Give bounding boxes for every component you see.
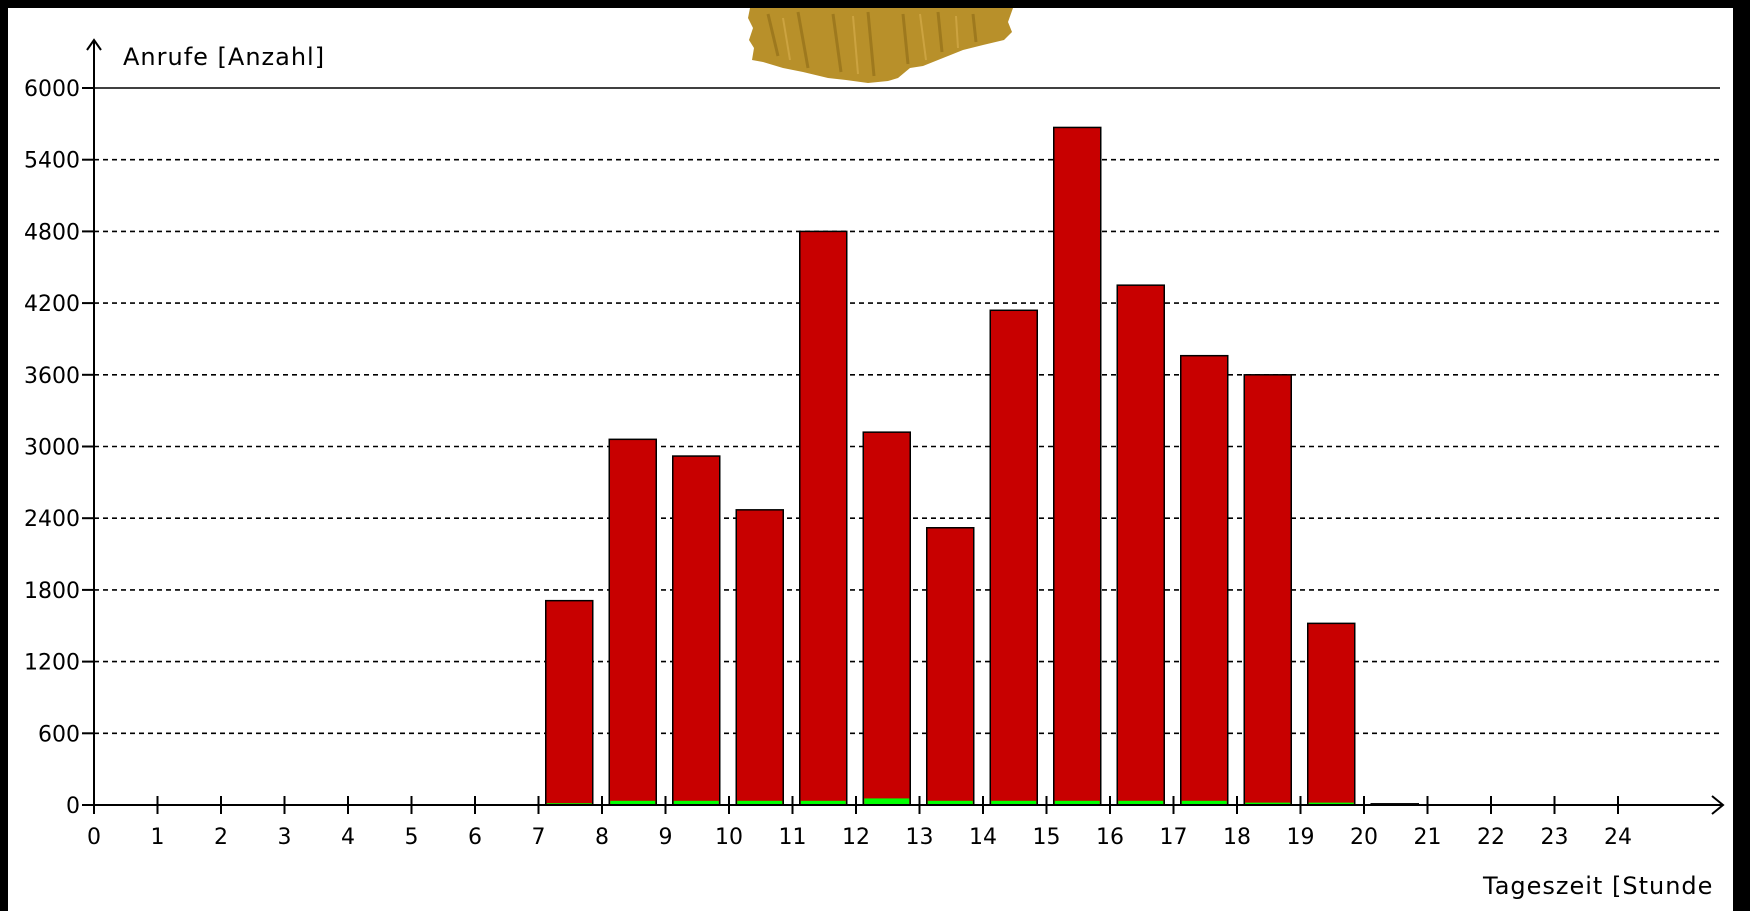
y-tick-label: 2400 [24, 507, 80, 532]
x-tick-label: 24 [1604, 825, 1632, 850]
bar-secondary-hour-14 [991, 800, 1037, 805]
y-axis-title: Anrufe [Anzahl] [123, 43, 325, 71]
y-tick-label: 6000 [24, 77, 80, 102]
y-tick-labels: 0 600 1200 1800 2400 3000 3600 4200 4800 5400 6000 [24, 77, 80, 819]
bar-secondary-hour-18 [1245, 802, 1291, 805]
bar-secondary-hour-10 [737, 800, 783, 805]
x-tick-label: 10 [715, 825, 743, 850]
x-tick-label: 14 [969, 825, 997, 850]
bar-secondary-hour-12 [864, 798, 910, 805]
chart-frame: 0 600 1200 1800 2400 3000 3600 4200 4800 5400 6000… [8, 8, 1733, 911]
x-tick-label: 0 [87, 825, 101, 850]
x-tick-label: 22 [1477, 825, 1505, 850]
x-tick-label: 7 [532, 825, 546, 850]
bar-hour-15 [1053, 126, 1102, 806]
x-tick-label: 5 [405, 825, 419, 850]
bar-secondary-hour-13 [927, 800, 973, 805]
bar-hour-10 [735, 509, 784, 806]
x-tick-label: 11 [779, 825, 807, 850]
bar-chart: 0600120018002400300036004200480054006000… [24, 8, 1725, 900]
x-tick-label: 2 [214, 825, 228, 850]
y-tick-label: 4800 [24, 220, 80, 245]
x-tick-label: 13 [906, 825, 934, 850]
bar-secondary-hour-19 [1308, 802, 1354, 805]
y-tick-label: 4200 [24, 292, 80, 317]
y-tick-label: 3600 [24, 364, 80, 389]
axes [86, 38, 1725, 815]
x-tick-label: 9 [659, 825, 673, 850]
x-tick-label: 15 [1033, 825, 1061, 850]
bar-secondary-hour-8 [610, 800, 656, 805]
torn-tape [748, 8, 1013, 83]
x-tick-label: 20 [1350, 825, 1378, 850]
y-tick-label: 1200 [24, 651, 80, 676]
bar-hour-14 [989, 309, 1038, 806]
bar-hour-19 [1307, 622, 1356, 806]
x-tick-label: 1 [151, 825, 165, 850]
bar-hour-18 [1243, 374, 1292, 806]
y-tick-label: 5400 [24, 149, 80, 174]
y-tick-label: 600 [38, 722, 80, 747]
x-tick-label: 18 [1223, 825, 1251, 850]
bar-secondary-hour-17 [1181, 800, 1227, 805]
x-tick-label: 3 [278, 825, 292, 850]
bar-hour-16 [1116, 284, 1165, 806]
bar-secondary-hour-9 [673, 800, 719, 805]
x-tick-label: 23 [1541, 825, 1569, 850]
x-tick-label: 16 [1096, 825, 1124, 850]
x-tick-label: 21 [1414, 825, 1442, 850]
x-axis-title: Tageszeit [Stunde [1482, 872, 1713, 900]
x-tick-label: 6 [468, 825, 482, 850]
bar-secondary-hour-15 [1054, 800, 1100, 805]
bar-hour-11 [799, 230, 848, 806]
bar-secondary-hour-11 [800, 800, 846, 805]
bar-hour-13 [926, 527, 975, 806]
x-tick-labels: 0 1 2 3 4 5 6 7 8 9 10 11 12 13 14 15 16 17 18 19 20 21 22 23 24 [87, 796, 1632, 850]
bar-hour-17 [1180, 354, 1229, 806]
x-tick-label: 12 [842, 825, 870, 850]
y-tick-label: 0 [66, 794, 80, 819]
y-axis-arrow [86, 38, 102, 51]
bar-hour-8 [608, 438, 657, 806]
x-tick-label: 17 [1160, 825, 1188, 850]
x-tick-label: 19 [1287, 825, 1315, 850]
bar-secondary-hour-16 [1118, 800, 1164, 805]
bar-hour-12 [862, 431, 911, 806]
bars [545, 126, 1419, 806]
bar-hour-9 [672, 455, 721, 806]
x-tick-label: 8 [595, 825, 609, 850]
x-axis-arrow [1711, 795, 1725, 815]
bar-hour-7 [545, 599, 594, 806]
y-tick-label: 3000 [24, 436, 80, 461]
x-tick-label: 4 [341, 825, 355, 850]
y-tick-label: 1800 [24, 579, 80, 604]
